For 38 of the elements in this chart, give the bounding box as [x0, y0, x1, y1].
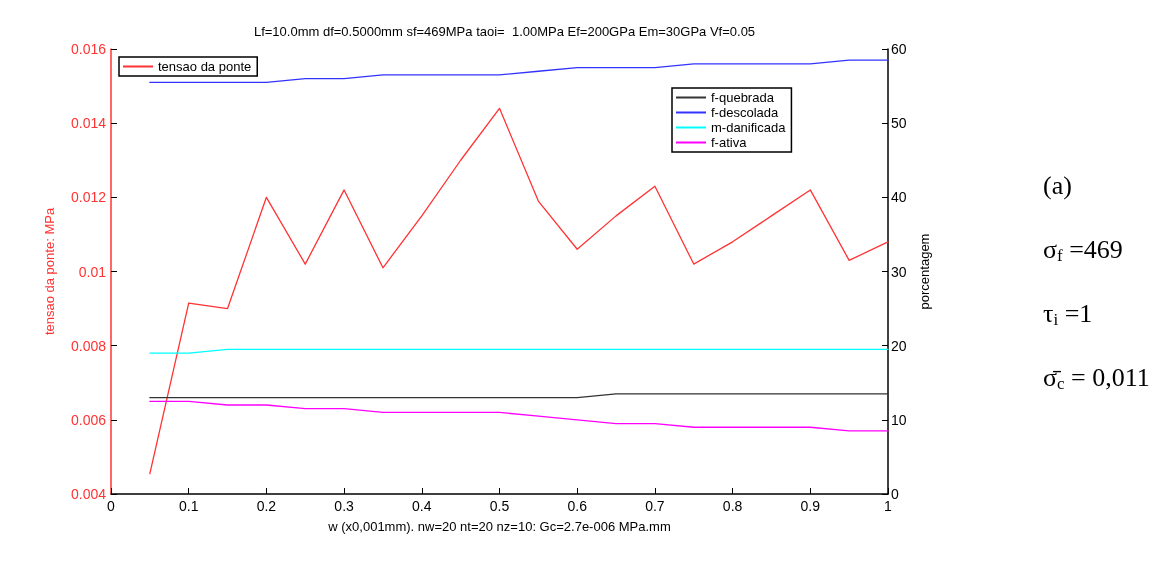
legend-label: m-danificada — [711, 120, 787, 135]
chart-title: Lf=10.0mm df=0.5000mm sf=469MPa taoi= 1.00MPa Ef=200GPa Em=30GPa Vf=0.05 — [253, 24, 756, 39]
legend-label: tensao da ponte — [158, 59, 252, 74]
legend-label: f-ativa — [711, 135, 748, 150]
x-tick-label: 1 — [884, 498, 893, 514]
x-tick-label: 0.7 — [645, 498, 665, 514]
line-series — [149, 107, 889, 475]
y2-tick-label: 40 — [891, 189, 907, 206]
x-tick-label: 0.5 — [489, 498, 510, 514]
x-tick-label: 0.3 — [334, 498, 355, 514]
y2-tick-label: 50 — [891, 115, 907, 132]
y-axis-title: tensao da ponte: MPa — [42, 207, 57, 336]
line-series — [149, 400, 889, 432]
y-tick-label: 0.008 — [70, 337, 107, 354]
y-tick-label: 0.004 — [70, 486, 107, 502]
y-tick-label: 0.014 — [70, 115, 107, 132]
line-series — [149, 59, 889, 84]
y2-axis-title: porcentagem — [917, 233, 932, 310]
y-tick-label: 0.012 — [70, 189, 107, 206]
y2-tick-label: 30 — [891, 263, 907, 280]
x-axis-title: w (x0,001mm). nw=20 nt=20 nz=10: Gc=2.7e-006 MPa.mm — [327, 519, 671, 534]
x-tick-label: 0.8 — [722, 498, 743, 514]
text: (a) — [1043, 170, 1072, 200]
legend-label: f-descolada — [711, 105, 779, 120]
y2-tick-label: 10 — [891, 411, 907, 428]
x-tick-label: 0.2 — [256, 498, 277, 514]
legend-label: f-quebrada — [711, 90, 775, 105]
y2-tick-label: 60 — [891, 41, 907, 57]
y-tick-label: 0.016 — [70, 41, 107, 57]
x-tick-label: 0.1 — [178, 498, 199, 514]
y-tick-label: 0.01 — [78, 263, 107, 280]
x-tick-label: 0.6 — [567, 498, 588, 514]
x-tick-label: 0 — [107, 498, 116, 514]
x-tick-label: 0.9 — [800, 498, 821, 514]
y2-tick-label: 20 — [891, 337, 907, 354]
y2-tick-label: 0 — [891, 486, 899, 502]
x-tick-label: 0.4 — [412, 498, 432, 514]
y-tick-label: 0.006 — [70, 411, 107, 428]
